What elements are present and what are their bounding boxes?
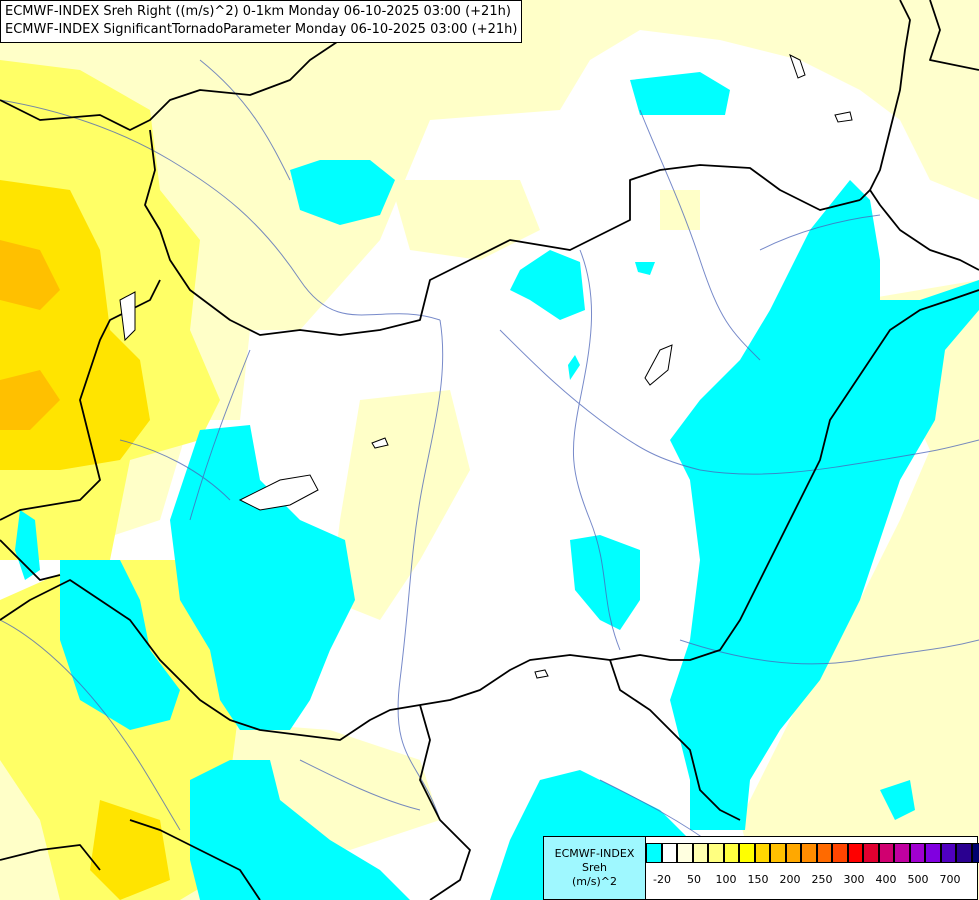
lakes: [119, 54, 853, 679]
title-line-stp: ECMWF-INDEX SignificantTornadoParameter …: [5, 22, 518, 37]
legend-swatch: [646, 843, 662, 863]
legend-swatch: [894, 843, 910, 863]
legend-swatch: [956, 843, 972, 863]
legend-swatch: [708, 843, 724, 863]
legend-swatch: [739, 843, 755, 863]
legend-swatch: [677, 843, 693, 863]
legend-swatch: [770, 843, 786, 863]
legend-tick-label: 700: [939, 873, 961, 886]
legend-swatch: [754, 843, 770, 863]
map-title-box: ECMWF-INDEX Sreh Right ((m/s)^2) 0-1km M…: [0, 0, 523, 43]
legend-swatch: [801, 843, 817, 863]
legend-swatch: [816, 843, 832, 863]
legend-swatch: [863, 843, 879, 863]
legend-swatch: [847, 843, 863, 863]
legend-swatches: [646, 843, 979, 865]
legend-tick-label: -20: [653, 873, 671, 886]
legend-tick-label: 500: [907, 873, 929, 886]
legend-swatch: [785, 843, 801, 863]
legend-tick-label: 200: [779, 873, 801, 886]
legend-tick-label: 100: [715, 873, 737, 886]
legend-swatch: [661, 843, 677, 863]
cyan-areas: [15, 72, 979, 900]
legend-swatch: [832, 843, 848, 863]
legend-swatch: [940, 843, 956, 863]
rivers: [0, 59, 979, 851]
legend-tick-label: 250: [811, 873, 833, 886]
legend-swatch: [925, 843, 941, 863]
legend-label: ECMWF-INDEX Sreh (m/s)^2: [544, 837, 646, 899]
orange-areas: [0, 240, 60, 430]
legend-swatch: [723, 843, 739, 863]
legend-swatch: [692, 843, 708, 863]
legend-ticks: -20 50 100 150 200 250 300 400 500 700: [646, 873, 976, 891]
title-line-sreh: ECMWF-INDEX Sreh Right ((m/s)^2) 0-1km M…: [5, 4, 511, 19]
legend-parameter: Sreh: [581, 861, 607, 874]
legend-tick-label: 50: [687, 873, 701, 886]
legend-swatch: [971, 843, 979, 863]
color-legend: ECMWF-INDEX Sreh (m/s)^2 -20 50 100 150 200 2…: [543, 836, 979, 900]
legend-unit: (m/s)^2: [572, 875, 617, 888]
legend-swatch: [909, 843, 925, 863]
legend-tick-label: 400: [875, 873, 897, 886]
legend-tick-label: 300: [843, 873, 865, 886]
legend-tick-label: 150: [747, 873, 769, 886]
legend-model: ECMWF-INDEX: [554, 847, 635, 860]
legend-swatch: [878, 843, 894, 863]
